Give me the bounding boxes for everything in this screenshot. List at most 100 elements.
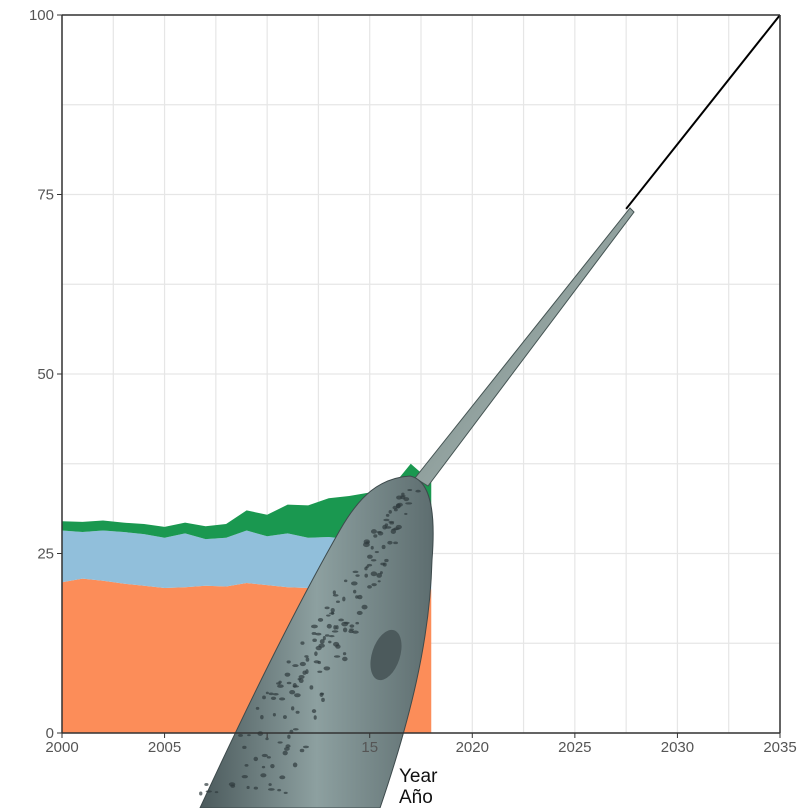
narwhal-spot [320, 692, 325, 696]
narwhal-spot [205, 790, 212, 793]
narwhal-spot [361, 604, 368, 610]
narwhal-spot [214, 791, 219, 794]
y-tick-label: 75 [37, 187, 54, 204]
area-series-2 [62, 463, 432, 540]
narwhal-spot [270, 764, 275, 769]
narwhal-spot [268, 692, 274, 696]
narwhal-spot [349, 624, 355, 628]
narwhal-spot [204, 783, 209, 786]
axes [57, 14, 781, 738]
narwhal-spot [294, 693, 301, 698]
narwhal-spot [342, 596, 346, 602]
narwhal-spot [352, 630, 359, 634]
narwhal-spot [370, 559, 377, 562]
narwhal-spot [377, 580, 381, 583]
narwhal-spot [319, 639, 325, 644]
narwhal-spot [377, 531, 384, 536]
narwhal-spot [289, 690, 296, 695]
narwhal-spot [370, 545, 374, 550]
narwhal-spot [253, 756, 259, 762]
narwhal-spot [349, 628, 354, 631]
narwhal-spot [405, 502, 413, 505]
narwhal-spot [317, 617, 324, 622]
x-tick-label: 2025 [558, 739, 591, 756]
narwhal-spot [333, 655, 341, 658]
narwhal-spot [265, 737, 269, 741]
narwhal-spot [322, 636, 326, 641]
narwhal-spot [384, 558, 389, 563]
tick-labels: 2000 2005 15 2020 2025 2030 2035 0 25 50 75 100 [29, 7, 797, 756]
narwhal-spot [286, 681, 292, 685]
narwhal-spot [255, 706, 260, 710]
narwhal-spot [387, 540, 393, 545]
narwhal-spot [317, 670, 323, 673]
narwhal-spot [342, 656, 348, 662]
narwhal-spot [285, 744, 291, 748]
narwhal-spot [302, 745, 309, 749]
narwhal-spot [292, 685, 300, 688]
narwhal-spot [381, 544, 386, 550]
narwhal-spot [247, 734, 251, 737]
narwhal-spot [242, 745, 247, 749]
narwhal-spot [279, 775, 286, 780]
narwhal-spot [277, 684, 284, 688]
x-axis-title-secondary: Año [399, 787, 433, 808]
narwhal-spot [261, 765, 266, 769]
narwhal-spot [388, 520, 395, 524]
narwhal-spot [404, 512, 408, 516]
narwhal-spot [278, 680, 282, 684]
narwhal-spot [228, 782, 236, 787]
narwhal-spot [246, 785, 250, 790]
narwhal-spot [343, 621, 350, 625]
narwhal-spot [400, 496, 406, 500]
narwhal-spot [393, 541, 398, 545]
narwhal-spot [315, 632, 322, 636]
narwhal-spot [321, 697, 325, 702]
narwhal-spot [326, 623, 332, 629]
narwhal-spot [265, 691, 269, 695]
narwhal-spot [310, 624, 318, 629]
narwhal-spot [284, 747, 290, 751]
narwhal-spot [238, 733, 243, 737]
x-tick-label: 2030 [661, 739, 694, 756]
narwhal-spot [286, 660, 291, 664]
narwhal-spot [350, 581, 358, 586]
narwhal-spot [371, 583, 377, 587]
narwhal-spot [324, 606, 330, 610]
y-tick-label: 0 [46, 725, 54, 742]
x-tick-label: 2020 [456, 739, 489, 756]
narwhal-spot [396, 495, 402, 500]
y-tick-label: 50 [37, 366, 54, 383]
narwhal-spot [266, 756, 271, 759]
x-tick-label: 2000 [45, 739, 78, 756]
narwhal-spot [330, 607, 335, 613]
narwhal-spot [335, 600, 340, 603]
narwhal-spot [311, 631, 317, 635]
y-tick-label: 100 [29, 7, 54, 24]
narwhal-spot [385, 513, 390, 517]
x-tick-label: 15 [361, 739, 378, 756]
narwhal-spot [304, 655, 309, 658]
narwhal-spot [357, 594, 363, 600]
narwhal-spot [260, 773, 267, 778]
narwhal-spot [277, 741, 283, 744]
narwhal-spot [367, 585, 372, 589]
narwhal-spot [401, 492, 405, 496]
narwhal-spot [260, 714, 264, 720]
narwhal-spot [356, 610, 363, 616]
narwhal-spot [272, 712, 276, 717]
narwhal-spot [305, 657, 310, 662]
narwhal-spot [313, 715, 317, 720]
narwhal-spot [355, 574, 360, 577]
narwhal-spot [329, 612, 335, 615]
narwhal-spot [279, 697, 286, 701]
narwhal-spot [382, 524, 387, 530]
narwhal-spot [332, 594, 339, 597]
narwhal-spot [355, 621, 360, 625]
narwhal-spot [367, 554, 373, 559]
narwhal-spot [282, 715, 287, 719]
narwhal-spot [199, 791, 203, 796]
narwhal-spot [305, 669, 309, 675]
y-tick-label: 25 [37, 546, 54, 563]
